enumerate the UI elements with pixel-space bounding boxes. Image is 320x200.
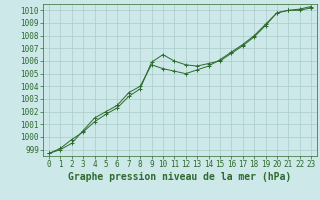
X-axis label: Graphe pression niveau de la mer (hPa): Graphe pression niveau de la mer (hPa) bbox=[68, 172, 292, 182]
